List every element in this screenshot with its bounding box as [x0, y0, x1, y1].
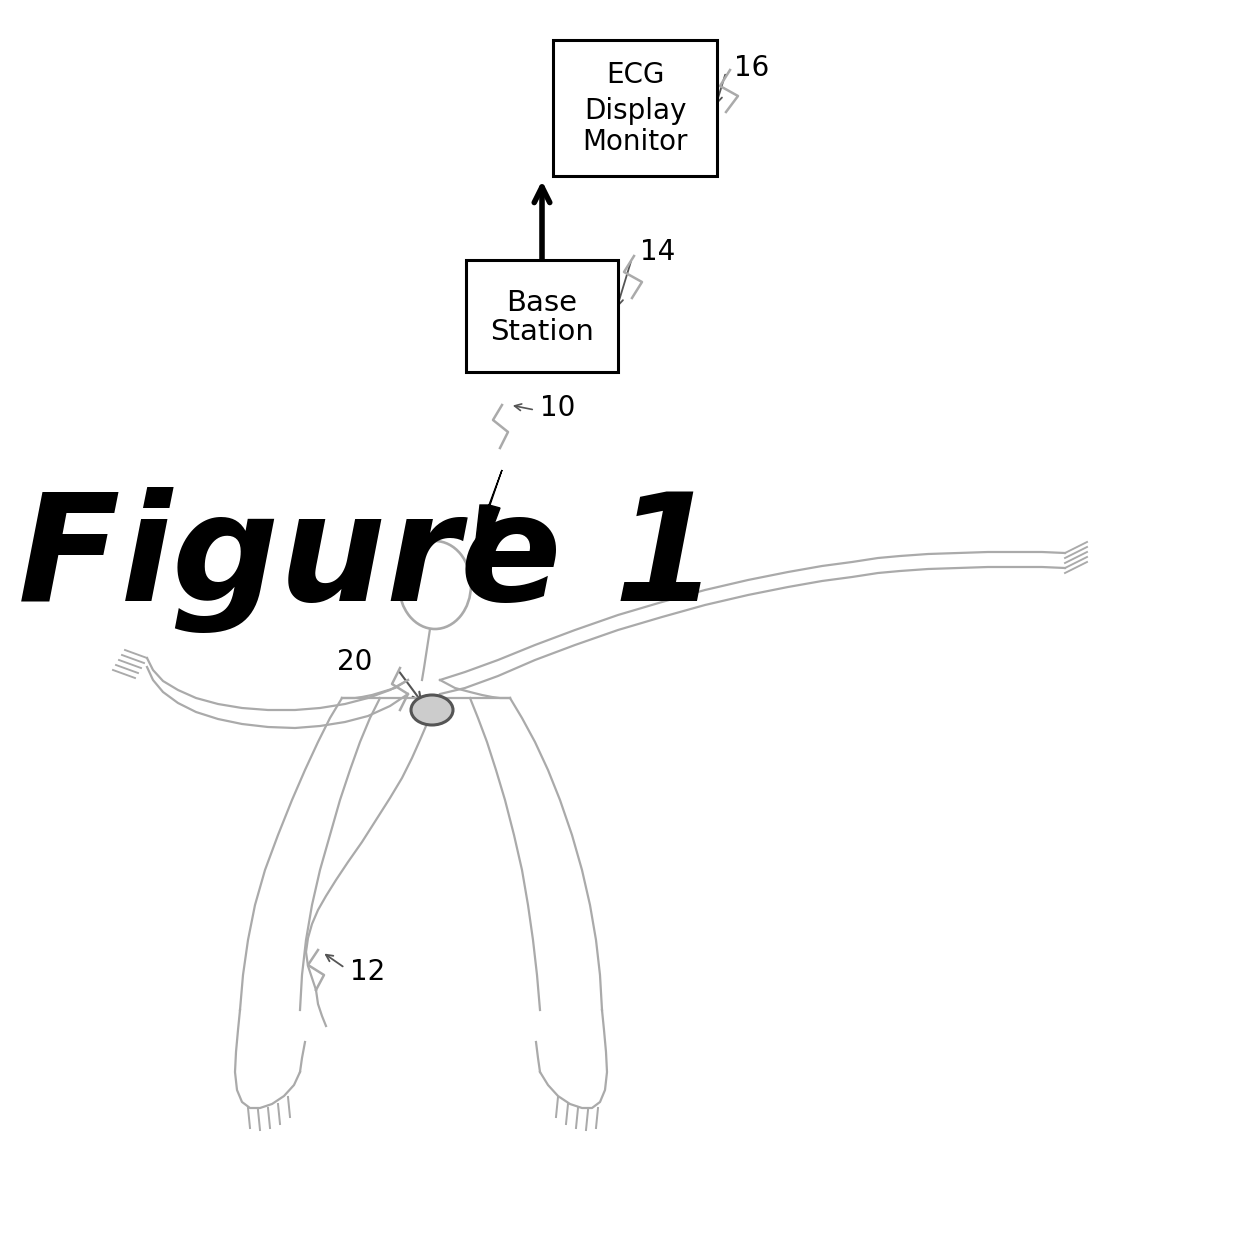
FancyBboxPatch shape — [553, 40, 717, 176]
Text: Station: Station — [490, 318, 594, 346]
Text: Display: Display — [584, 96, 686, 125]
Text: ECG: ECG — [606, 61, 665, 89]
Text: Figure 1: Figure 1 — [19, 487, 718, 633]
Text: 14: 14 — [640, 238, 676, 266]
Text: 16: 16 — [734, 54, 769, 82]
Polygon shape — [476, 470, 502, 541]
Text: Base: Base — [506, 289, 578, 317]
Text: 20: 20 — [336, 648, 372, 675]
Text: Monitor: Monitor — [583, 129, 688, 156]
FancyBboxPatch shape — [466, 260, 618, 372]
Text: 12: 12 — [350, 957, 386, 986]
Text: 10: 10 — [539, 395, 575, 422]
Ellipse shape — [410, 695, 453, 725]
